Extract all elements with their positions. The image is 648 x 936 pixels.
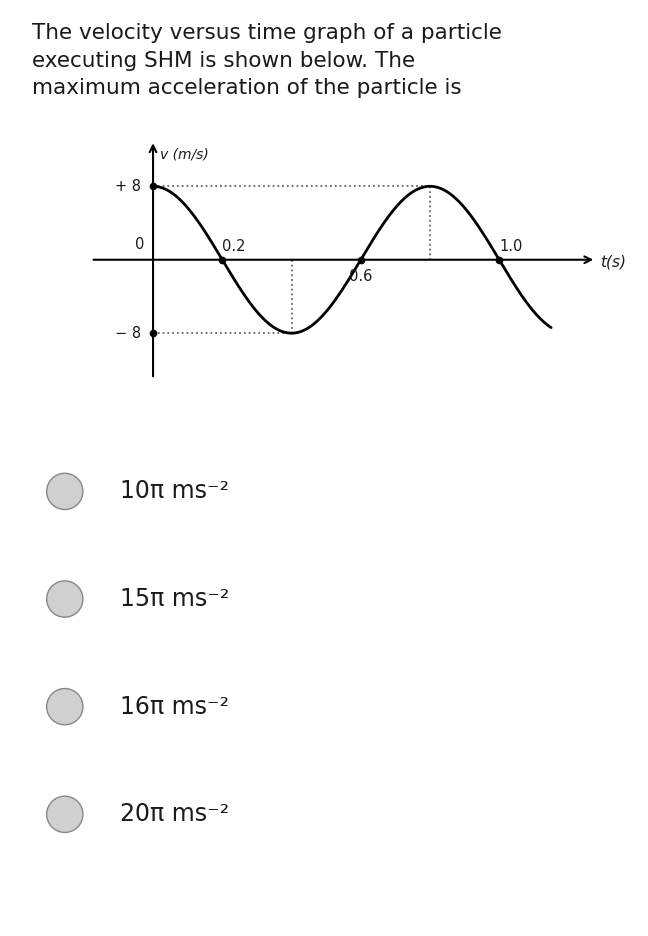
Text: 0: 0 [135, 238, 145, 253]
Text: t(s): t(s) [599, 255, 625, 270]
Text: 15π ms⁻²: 15π ms⁻² [120, 587, 229, 611]
Text: + 8: + 8 [115, 179, 141, 194]
Text: The velocity versus time graph of a particle
executing SHM is shown below. The
m: The velocity versus time graph of a part… [32, 23, 502, 97]
Text: 1.0: 1.0 [499, 240, 522, 255]
Text: 10π ms⁻²: 10π ms⁻² [120, 479, 229, 504]
Text: 20π ms⁻²: 20π ms⁻² [120, 802, 229, 826]
Text: 0.6: 0.6 [349, 269, 373, 284]
Text: 16π ms⁻²: 16π ms⁻² [120, 695, 229, 719]
Text: 0.2: 0.2 [222, 240, 246, 255]
Text: − 8: − 8 [115, 326, 141, 341]
Text: v (m/s): v (m/s) [160, 148, 209, 162]
